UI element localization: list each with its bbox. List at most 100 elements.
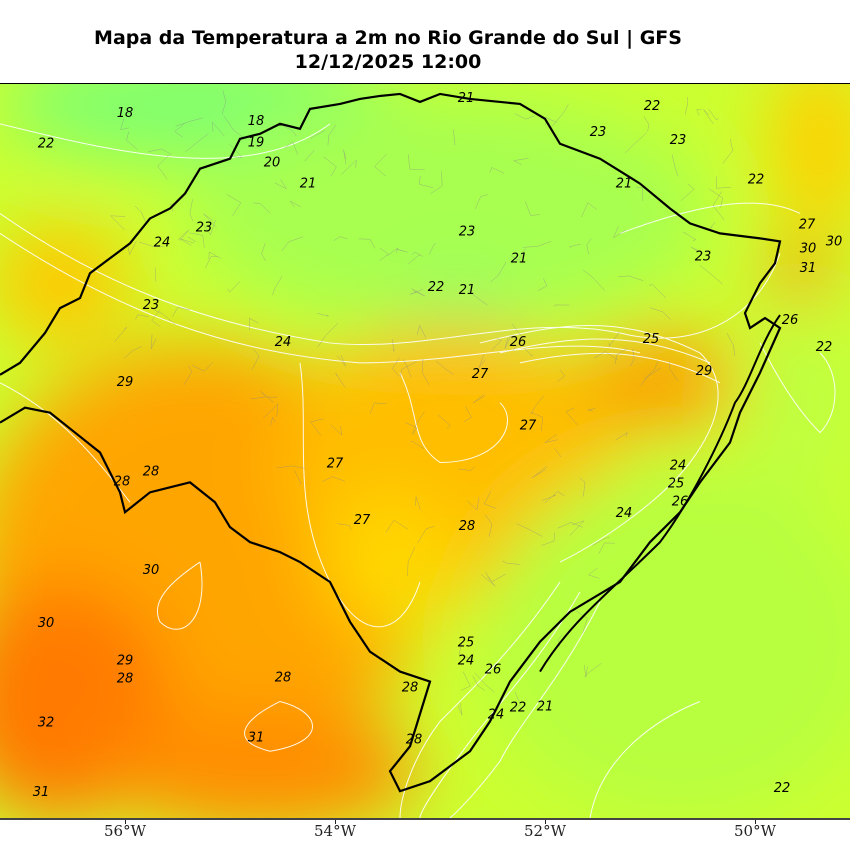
municipality-border [586,238,592,255]
contour-label: 27 [799,217,816,232]
municipality-border [169,203,173,212]
municipality-border [174,123,185,138]
municipality-border [408,154,425,170]
municipality-border [671,154,679,177]
municipality-border [417,324,427,339]
contour-label: 21 [511,251,528,266]
municipality-border [485,571,506,583]
municipality-border [557,369,565,382]
contour-label: 28 [406,732,423,747]
contour-label: 30 [800,241,817,256]
municipality-border [260,391,274,403]
municipality-border [435,360,455,375]
x-tick: 50°W [733,820,777,840]
municipality-border [189,232,205,248]
municipality-border [514,113,535,120]
municipality-border [261,243,266,262]
municipality-border [708,109,719,121]
municipality-border [545,116,557,126]
municipality-border [457,702,463,716]
municipality-border [289,200,302,208]
municipality-border [649,307,671,320]
municipality-border [341,159,357,175]
contour-label: 21 [616,177,633,192]
municipality-border [484,514,493,538]
municipality-border [472,393,486,404]
municipality-border [187,236,196,242]
municipality-border [453,129,456,146]
municipality-border [530,411,543,432]
contour-label: 22 [748,173,765,188]
municipality-border [223,115,245,139]
municipality-border [147,148,172,155]
municipality-border [175,117,204,127]
municipality-border [511,323,524,351]
contour-label: 28 [114,474,131,489]
municipality-border [272,275,283,296]
x-tick: 56°W [103,820,147,840]
municipality-border [722,139,733,164]
x-tick: 52°W [523,820,567,840]
municipality-borders [109,90,735,716]
municipality-border [333,236,348,241]
municipality-border [716,176,731,189]
municipality-border [183,365,193,385]
municipality-border [510,248,526,261]
municipality-border [458,641,474,661]
municipality-border [126,131,138,150]
municipality-border [270,416,276,426]
contour-label: 26 [672,494,689,509]
municipality-border [330,424,343,436]
municipality-border [134,205,147,224]
contour-label: 23 [143,298,160,313]
municipality-border [177,229,190,241]
municipality-border [124,346,142,359]
municipality-border [458,466,476,471]
municipality-border [379,248,389,262]
municipality-border [690,246,704,254]
municipality-border [410,441,425,450]
municipality-border [294,470,302,485]
municipality-border [472,675,485,691]
contour-label: 31 [248,730,265,745]
municipality-border [152,308,176,325]
municipality-border [358,238,376,249]
municipality-border [502,560,520,565]
municipality-border [310,418,324,436]
municipality-border [522,241,552,248]
municipality-border [608,331,620,348]
municipality-border [317,312,330,317]
municipality-border [282,125,297,137]
municipality-border [592,536,611,546]
municipality-border [135,314,149,320]
municipality-border [612,226,627,239]
contour-label: 24 [616,506,633,521]
municipality-border [411,251,423,257]
municipality-border [189,199,194,222]
contour-label: 29 [117,654,134,669]
municipality-border [337,355,347,367]
municipality-border [437,414,451,430]
municipality-border [504,335,512,349]
municipality-border [726,333,735,356]
contour-label: 28 [117,672,134,687]
municipality-border [512,158,529,165]
municipality-border [483,491,497,509]
municipality-border [407,547,416,577]
contour-label: 26 [782,313,799,328]
municipality-border [490,261,507,283]
municipality-border [151,309,161,327]
municipality-border [643,116,650,132]
contour-label: 25 [458,636,475,651]
municipality-border [583,664,588,678]
contour-label: 22 [38,137,55,152]
municipality-border [387,247,399,257]
municipality-border [537,278,548,291]
municipality-border [684,97,688,115]
municipality-border [226,194,242,216]
municipality-border [709,221,716,229]
municipality-border [636,186,644,201]
contour-label: 30 [143,563,160,578]
municipality-border [221,90,227,115]
municipality-border [640,367,662,386]
